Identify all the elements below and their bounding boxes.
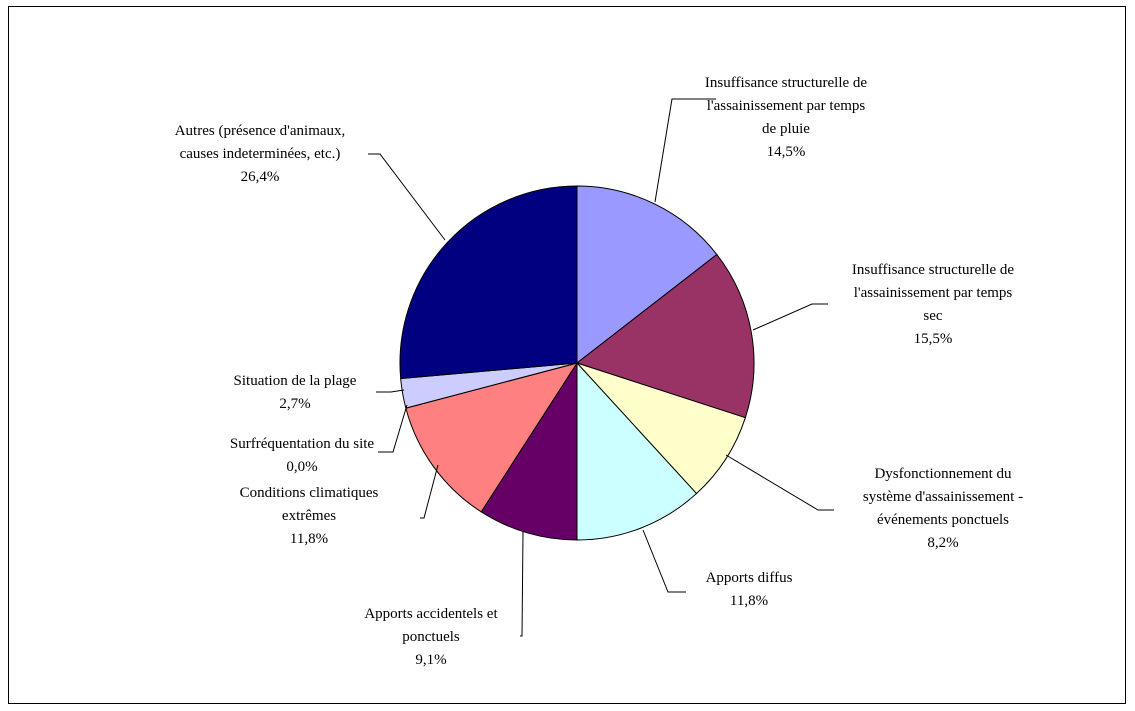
pie-slices <box>399 185 755 541</box>
slice-value-2: 15,5% <box>914 331 953 347</box>
pie-slice-6 <box>405 362 579 513</box>
slice-value-3: 8,2% <box>927 535 958 551</box>
pie-slice-1 <box>576 185 718 365</box>
slice-label-line: Autres (présence d'animaux, <box>175 123 346 139</box>
slice-label-line: Insuffisance structurelle de <box>705 75 868 91</box>
leader-line-5 <box>520 531 524 637</box>
leader-line-6 <box>420 464 439 519</box>
slice-label-line: causes indeterminées, etc.) <box>180 146 341 162</box>
slice-label-1: Insuffisance structurelle de l'assainisse… <box>705 75 868 160</box>
slice-label-line: Dysfonctionnement du <box>874 466 1012 482</box>
pie-slice-9 <box>399 185 578 380</box>
leader-line-9 <box>368 153 446 241</box>
slice-label-line: Situation de la plage <box>234 373 357 389</box>
leader-line-3 <box>725 454 834 511</box>
slice-value-9: 26,4% <box>241 169 280 185</box>
pie-slice-5 <box>480 361 578 541</box>
slice-value-8: 2,7% <box>279 396 310 412</box>
slice-label-line: ponctuels <box>402 629 460 645</box>
slice-label-line: Insuffisance structurelle de <box>852 262 1015 278</box>
slice-value-1: 14,5% <box>767 144 806 160</box>
slice-label-line: événements ponctuels <box>877 512 1009 528</box>
slice-label-7: Surfréquentation du site 0,0% <box>230 436 374 475</box>
slice-label-9: Autres (présence d'animaux, causes indete… <box>175 123 346 185</box>
slice-labels: Insuffisance structurelle de l'assainisse… <box>175 75 1023 668</box>
slice-value-7: 0,0% <box>286 459 317 475</box>
slice-value-6: 11,8% <box>290 531 328 547</box>
slice-label-line: Surfréquentation du site <box>230 436 374 452</box>
slice-label-3: Dysfonctionnement du système d'assainisse… <box>863 466 1023 551</box>
pie-slice-3 <box>575 361 746 495</box>
slice-label-8: Situation de la plage 2,7% <box>234 373 357 412</box>
slice-label-line: système d'assainissement - <box>863 489 1023 505</box>
slice-label-line: Conditions climatiques <box>240 485 379 501</box>
slice-label-line: l'assainissement par temps <box>707 98 866 114</box>
leader-line-4 <box>642 529 686 593</box>
slice-label-2: Insuffisance structurelle de l'assainisse… <box>852 262 1015 347</box>
leader-line-2 <box>752 303 828 331</box>
slice-value-5: 9,1% <box>415 652 446 668</box>
pie-slice-4 <box>576 361 698 541</box>
leader-line-7 <box>378 404 408 453</box>
slice-label-line: sec <box>923 308 942 324</box>
slice-label-5: Apports accidentels et ponctuels 9,1% <box>364 606 498 668</box>
slice-label-4: Apports diffus 11,8% <box>706 570 793 609</box>
slice-label-line: Apports accidentels et <box>364 606 498 622</box>
slice-value-4: 11,8% <box>730 593 768 609</box>
leader-line-8 <box>376 389 405 393</box>
slice-label-line: l'assainissement par temps <box>854 285 1013 301</box>
slice-label-line: de pluie <box>762 121 810 137</box>
leader-line-1 <box>654 98 716 203</box>
leader-lines <box>368 98 834 637</box>
slice-label-line: extrêmes <box>282 508 336 524</box>
slice-label-6: Conditions climatiques extrêmes 11,8% <box>240 485 379 547</box>
slice-label-line: Apports diffus <box>706 570 793 586</box>
